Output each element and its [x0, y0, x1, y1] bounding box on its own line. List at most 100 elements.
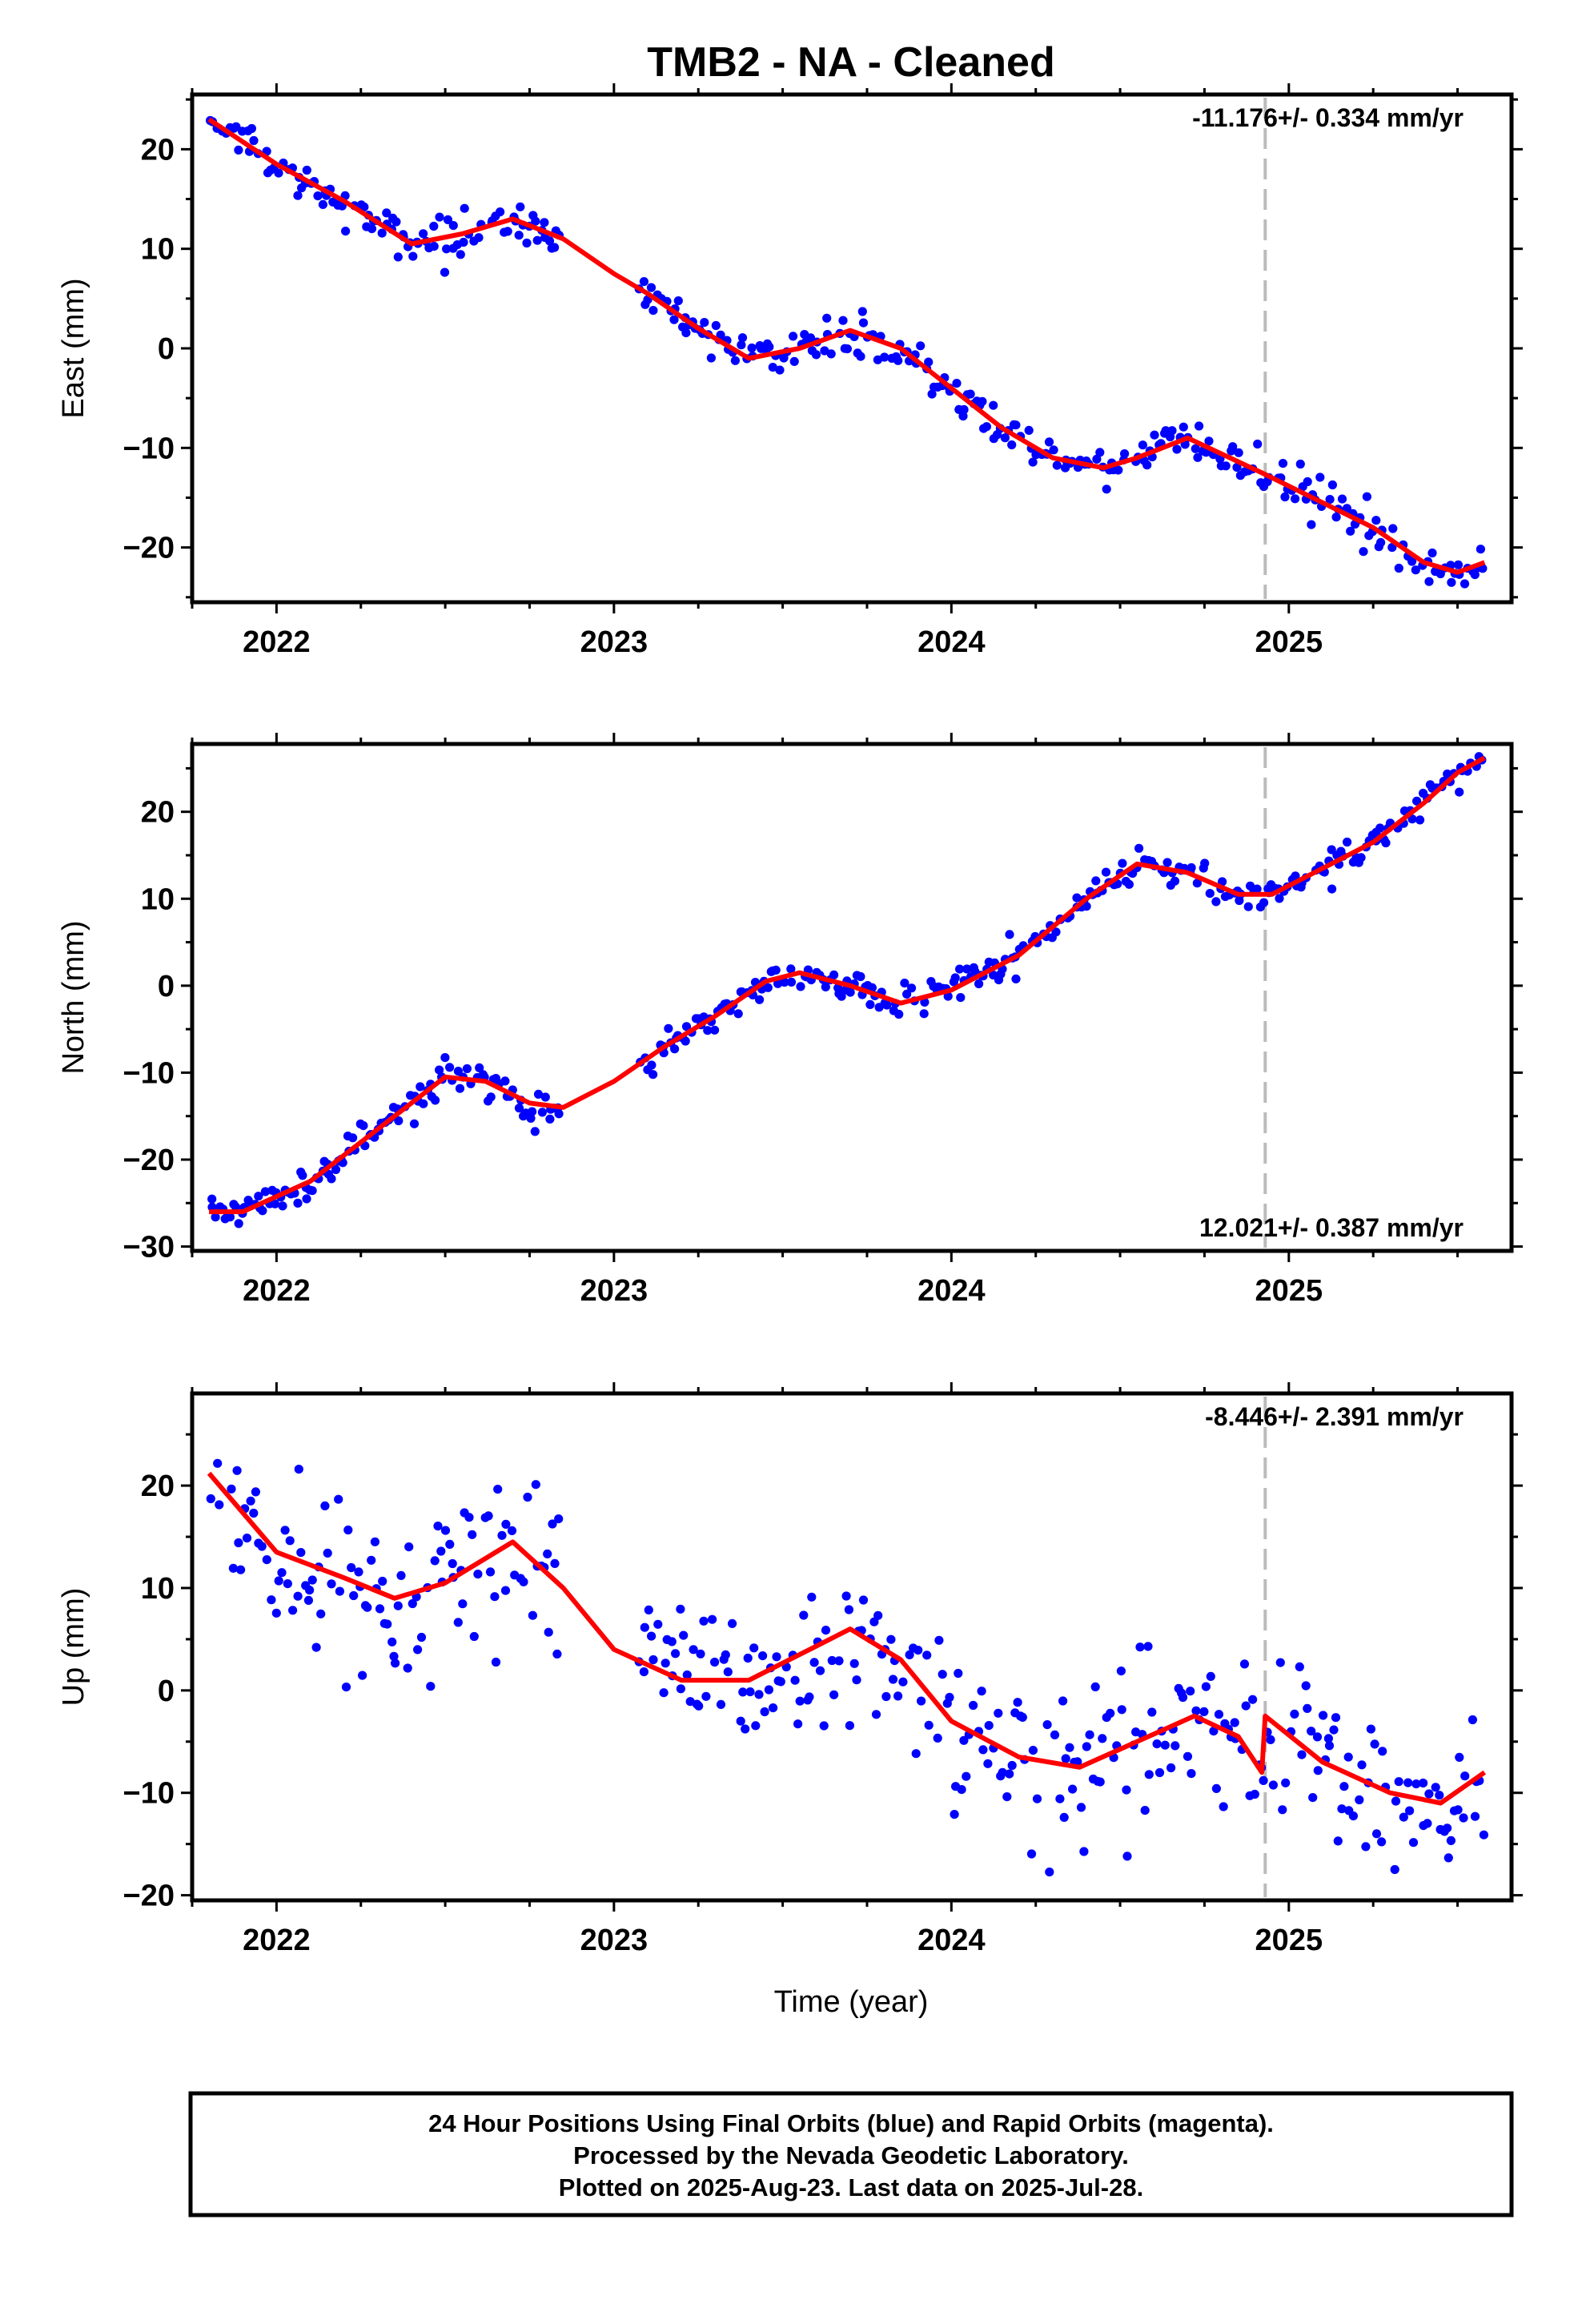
data-point: [1013, 1698, 1022, 1707]
data-point: [771, 965, 781, 975]
data-point: [1007, 1760, 1017, 1771]
data-point: [959, 404, 969, 415]
data-point: [1394, 563, 1403, 573]
data-point: [1124, 879, 1134, 889]
data-point: [998, 1767, 1007, 1777]
y-tick-label: 20: [141, 1470, 175, 1503]
data-point: [1337, 1804, 1347, 1814]
data-point: [387, 1637, 397, 1647]
data-point: [706, 353, 717, 363]
data-point: [922, 1651, 932, 1660]
data-point: [1211, 1783, 1221, 1793]
data-point: [1026, 1849, 1037, 1859]
data-point: [644, 1605, 653, 1614]
data-point: [267, 1595, 276, 1605]
data-point: [540, 1092, 550, 1102]
data-point: [858, 1595, 869, 1605]
x-tick-label: 2025: [1255, 1924, 1323, 1957]
data-point: [550, 243, 560, 252]
data-point: [749, 1643, 759, 1653]
data-point: [933, 1733, 942, 1743]
data-point: [1301, 1681, 1311, 1691]
data-point: [1371, 1829, 1382, 1839]
data-point: [648, 1655, 658, 1665]
x-tick-label: 2023: [580, 1274, 648, 1308]
data-point: [1356, 853, 1366, 862]
panel-up: 2022 2023 2024 2025 −20 −10 0 10 20 Up (mm) -8.446…: [57, 1382, 1523, 1957]
data-point: [1376, 537, 1386, 548]
data-point: [1204, 436, 1214, 446]
data-point: [448, 1558, 457, 1569]
data-point: [500, 1076, 510, 1086]
data-point: [393, 1601, 403, 1610]
data-point: [1342, 504, 1351, 513]
data-point: [763, 983, 773, 992]
data-point: [1266, 1735, 1275, 1744]
data-point: [1085, 1730, 1094, 1739]
data-point: [1098, 1734, 1107, 1743]
data-point: [533, 1089, 544, 1099]
data-point: [730, 356, 741, 365]
data-point: [837, 991, 846, 1001]
data-point: [528, 1610, 538, 1620]
data-point: [882, 1000, 892, 1010]
data-point: [1291, 871, 1300, 881]
data-point: [764, 1685, 774, 1695]
data-point: [844, 1605, 853, 1614]
x-tick-label: 2025: [1255, 1274, 1323, 1308]
data-points-north: [207, 752, 1487, 1228]
data-point: [738, 1687, 748, 1697]
data-point: [701, 1691, 711, 1701]
data-point: [530, 1127, 540, 1136]
rate-label-east: -11.176+/- 0.334 mm/yr: [1192, 103, 1464, 132]
data-point: [1460, 1771, 1470, 1781]
data-point: [1095, 448, 1105, 457]
data-point: [1209, 1727, 1219, 1736]
data-point: [532, 235, 542, 245]
data-point: [856, 352, 865, 361]
data-point: [1470, 570, 1480, 580]
data-point: [780, 977, 789, 987]
data-point: [1186, 1769, 1196, 1779]
data-point: [1278, 1805, 1287, 1815]
data-point: [743, 1653, 753, 1663]
data-point: [1412, 796, 1422, 806]
data-point: [1377, 1837, 1387, 1847]
data-point: [747, 343, 757, 353]
data-point: [799, 1610, 809, 1620]
data-point: [1161, 426, 1170, 436]
data-point: [789, 356, 799, 366]
data-point: [647, 1060, 656, 1070]
data-point: [500, 1586, 511, 1595]
data-point: [501, 1519, 511, 1529]
data-point: [893, 356, 903, 365]
data-point: [391, 217, 401, 227]
data-point: [1253, 439, 1263, 449]
data-point: [1122, 1785, 1131, 1795]
data-point: [1359, 547, 1368, 557]
data-point: [1371, 516, 1381, 525]
data-point: [873, 1610, 883, 1620]
data-point: [969, 1700, 978, 1711]
data-point: [699, 1616, 709, 1626]
data-point: [681, 1036, 690, 1046]
data-point: [426, 1682, 436, 1691]
data-point: [1291, 494, 1300, 504]
data-point: [1150, 430, 1159, 440]
data-point: [1362, 492, 1371, 501]
data-point: [1143, 1642, 1153, 1651]
data-point: [1122, 1852, 1132, 1861]
data-point: [957, 1785, 966, 1795]
data-point: [1152, 1739, 1162, 1749]
data-point: [1144, 1770, 1154, 1779]
x-tick-label: 2024: [917, 1924, 986, 1957]
data-point: [1375, 823, 1385, 833]
data-point: [1068, 1784, 1078, 1794]
x-tick-label: 2022: [243, 1924, 311, 1957]
data-point: [807, 1592, 817, 1602]
data-point: [257, 1542, 267, 1551]
data-point: [911, 1749, 921, 1759]
caption-line-3: Plotted on 2025-Aug-23. Last data on 202…: [559, 2173, 1143, 2201]
data-point: [433, 1522, 443, 1531]
data-point: [950, 1810, 959, 1819]
